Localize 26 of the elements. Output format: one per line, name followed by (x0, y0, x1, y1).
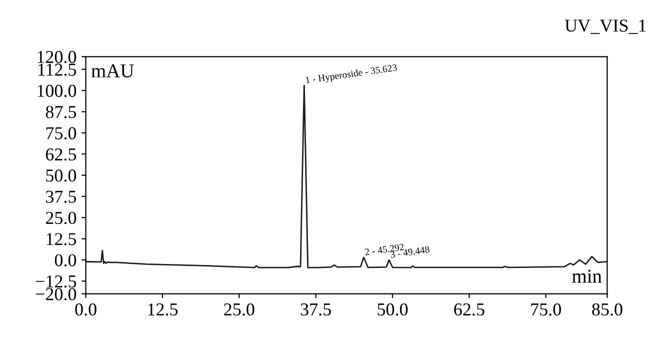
x-tick-label: 25.0 (224, 303, 254, 316)
y-tick-label: 25.0 (46, 212, 76, 224)
line-series (86, 84, 608, 268)
annotation: 1 - Hyperoside - 35.623 (306, 64, 398, 86)
y-tick-label: −12.5 (36, 275, 76, 288)
x-tick-label: 62.5 (454, 303, 484, 316)
y-tick-label: 112.5 (38, 64, 76, 76)
y-tick-label: 0.0 (54, 254, 76, 266)
x-axis-title: min (572, 270, 602, 283)
y-tick-label: 100.0 (38, 84, 76, 98)
y-tick-label: 75.0 (46, 127, 76, 140)
x-tick-label: 12.5 (148, 303, 178, 316)
y-tick-label: 62.5 (46, 148, 76, 161)
y-tick-label: 120.0 (38, 50, 76, 64)
x-tick-label: 75.0 (531, 303, 561, 316)
y-tick-label: 37.5 (46, 190, 76, 203)
x-tick-label: 37.5 (300, 303, 331, 316)
y-tick-label: 87.5 (46, 106, 76, 118)
y-tick-label: 12.5 (46, 233, 76, 246)
x-tick-label: 50.0 (378, 303, 408, 316)
y-axis-title: mAU (91, 64, 134, 78)
x-tick-label: 0.0 (75, 303, 96, 316)
y-tick-label: 50.0 (46, 169, 76, 182)
y-tick-label: −20.0 (36, 288, 76, 300)
x-tick-label: 85.0 (592, 303, 622, 316)
chart-title: UV_VIS_1 (564, 20, 646, 34)
